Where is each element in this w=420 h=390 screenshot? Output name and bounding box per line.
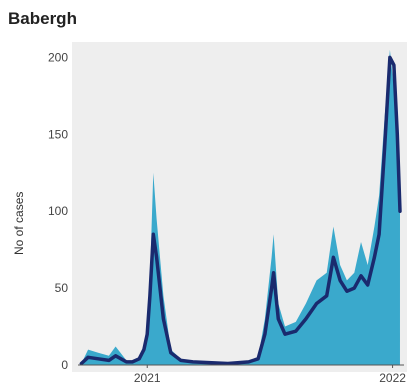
- daily-cases-area: [81, 49, 400, 365]
- y-tick-label: 0: [61, 358, 68, 372]
- x-tick-label: 2021: [134, 371, 161, 385]
- y-tick-label: 50: [55, 281, 69, 295]
- x-tick-label: 2022: [379, 371, 406, 385]
- chart-title: Babergh: [8, 9, 77, 28]
- rolling-average-line: [79, 55, 402, 366]
- y-tick-label: 200: [48, 50, 68, 64]
- y-tick-label: 150: [48, 127, 68, 141]
- y-tick-label: 100: [48, 204, 68, 218]
